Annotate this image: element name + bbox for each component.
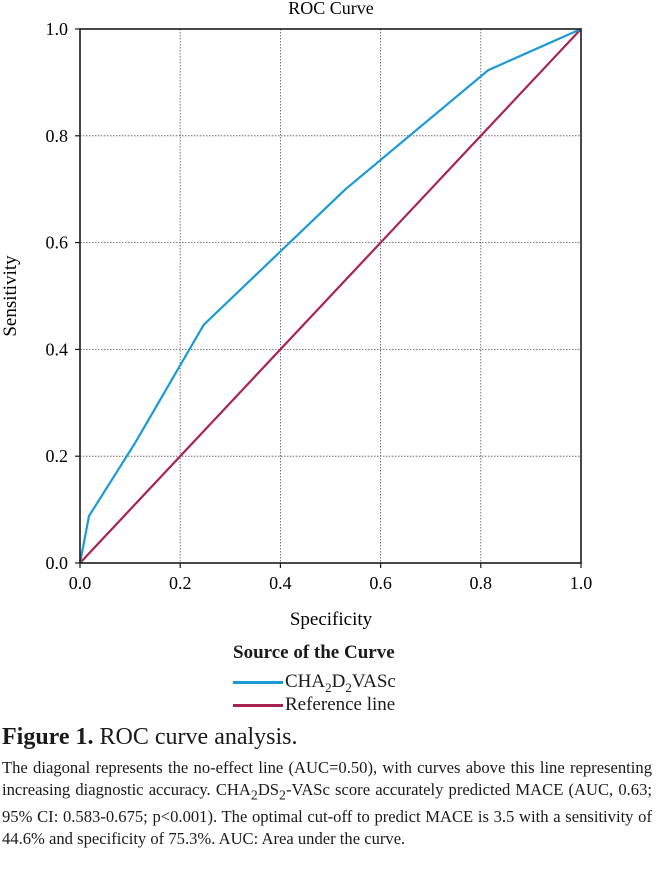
- x-tick-label: 0.4: [269, 573, 292, 593]
- x-axis-label: Specificity: [290, 609, 373, 630]
- legend-label-reference-line: Reference line: [285, 694, 396, 715]
- x-tick-label: 0.2: [169, 573, 192, 593]
- y-tick-label: 0.4: [46, 339, 69, 359]
- legend-swatch-reference-line: [233, 703, 283, 707]
- series-lines: [78, 27, 582, 564]
- legend-title: Source of the Curve: [233, 642, 395, 663]
- y-tick-label: 0.8: [46, 126, 69, 146]
- legend-label-cha2d2vasc: CHA2D2VASc: [285, 671, 396, 695]
- x-tick-label: 0.8: [470, 573, 493, 593]
- plot-frame: [79, 28, 582, 564]
- axis-ticks: 0.0 0.2 0.4 0.6 0.8 1.0 0.0 0.2 0.4 0.6 0.8 1.0: [46, 19, 593, 593]
- y-tick-label: 0.0: [46, 553, 69, 573]
- legend-item-reference-line: Reference line: [233, 694, 395, 716]
- figure-label: Figure 1.: [2, 724, 94, 750]
- y-tick-label: 0.2: [46, 446, 69, 466]
- y-tick-label: 1.0: [46, 19, 69, 39]
- figure-caption: Figure 1. ROC curve analysis. The diagon…: [2, 722, 652, 850]
- figure-heading: Figure 1. ROC curve analysis.: [2, 722, 652, 752]
- x-tick-label: 0.6: [369, 573, 392, 593]
- figure-description: The diagonal represents the no-effect li…: [2, 758, 652, 849]
- figure-title: ROC curve analysis.: [99, 724, 298, 750]
- grid-lines: [80, 29, 581, 563]
- x-tick-label: 0.0: [69, 573, 92, 593]
- legend-item-cha2d2vasc: CHA2D2VASc: [233, 671, 396, 695]
- y-axis-label: Sensitivity: [0, 255, 21, 337]
- series-line-cha2d2vasc: [78, 27, 582, 564]
- chart-title: ROC Curve: [288, 0, 374, 18]
- y-tick-label: 0.6: [46, 233, 69, 253]
- legend-swatch-cha2d2vasc: [233, 680, 283, 684]
- x-tick-label: 1.0: [570, 573, 593, 593]
- roc-chart: ROC Curve 0.0 0.2 0.4 0.6 0.8 1.0 0.0 0.2 0.4 0.6…: [0, 0, 593, 630]
- series-line-reference-line: [79, 28, 582, 564]
